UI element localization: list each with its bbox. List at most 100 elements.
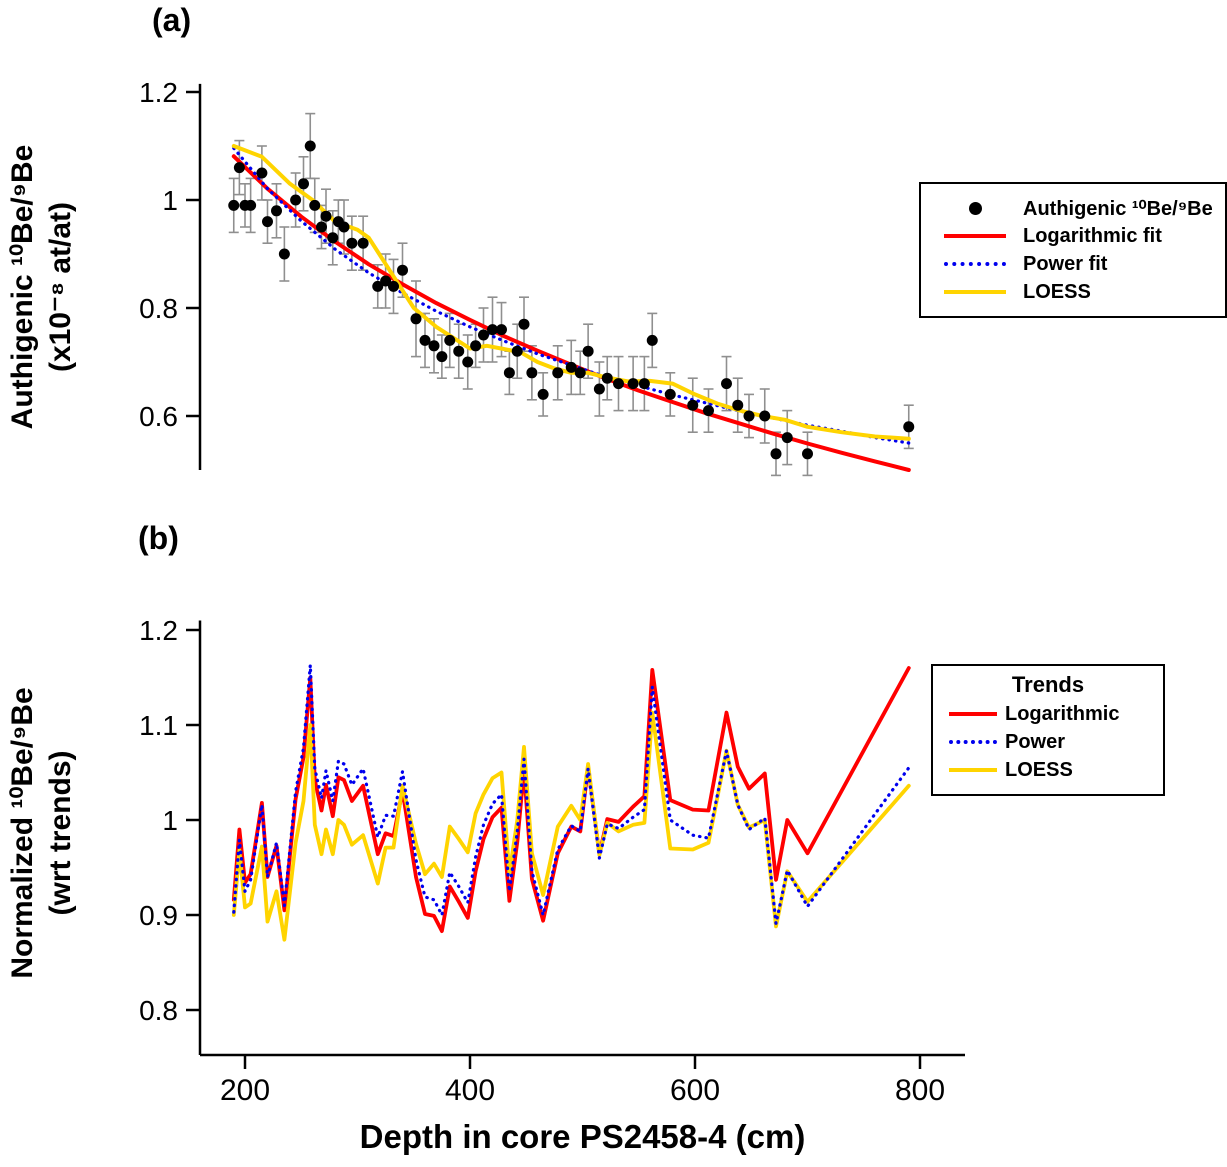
legend-label-power-fit: Power fit <box>1023 252 1108 275</box>
scatter-point <box>593 383 605 395</box>
scatter-point <box>582 345 594 357</box>
power-fit-line <box>232 146 911 445</box>
logarithmic-line-marker <box>927 234 1023 238</box>
legend-item-scatter: Authigenic ¹⁰Be/⁹Be <box>927 194 1219 222</box>
scatter-dot-marker <box>927 201 1023 215</box>
scatter-point <box>444 334 456 346</box>
scatter-point <box>574 367 586 379</box>
x-tick-label: 800 <box>895 1074 945 1107</box>
legend-label-logarithmic-trend: Logarithmic <box>1005 702 1120 725</box>
scatter-point <box>496 324 507 336</box>
scatter-point <box>262 216 273 228</box>
loess-fit-line <box>231 144 911 441</box>
panel-a-y-tick-label: 1.2 <box>139 77 178 108</box>
scatter-point <box>453 345 465 357</box>
scatter-point <box>428 340 440 352</box>
scatter-point <box>410 313 422 325</box>
scatter-point <box>304 140 316 152</box>
scatter-point <box>316 221 327 233</box>
x-axis-title: Depth in core PS2458-4 (cm) <box>359 1118 806 1155</box>
legend-item-loess: LOESS <box>927 278 1219 306</box>
legend-label-loess-trend: LOESS <box>1005 758 1073 781</box>
panel-a-y-axis-title: Authigenic ¹⁰Be/⁹Be (x10⁻⁸ at/at) <box>4 145 80 430</box>
scatter-point <box>228 199 240 211</box>
panel-b-y-tick-label: 1.1 <box>139 710 178 741</box>
yellow-line-icon <box>944 290 1006 294</box>
panel-a-y-tick-label: 0.6 <box>139 401 178 432</box>
scatter-point <box>233 162 245 174</box>
panel-b-y-axis-title: Normalized ¹⁰Be/⁹Be (wrt trends) <box>4 687 80 978</box>
scatter-point <box>537 388 549 400</box>
panel-b-y-tick-label: 1 <box>162 805 178 836</box>
scatter-point <box>687 399 699 411</box>
legend-label-logarithmic-fit: Logarithmic fit <box>1023 224 1162 247</box>
scatter-point <box>419 334 431 346</box>
power-trend-line <box>232 663 911 926</box>
panel-b-y-tick-label: 0.9 <box>139 900 178 931</box>
scatter-point <box>327 232 339 244</box>
scatter-point <box>552 367 564 379</box>
scatter-point <box>721 378 732 390</box>
scatter-point <box>781 432 793 444</box>
scatter-point <box>802 448 813 460</box>
scatter-point <box>503 367 515 379</box>
panel-a-y-axis-title-line2: (x10⁻⁸ at/at) <box>44 201 77 373</box>
scatter-point <box>470 340 482 352</box>
legend-label-scatter: Authigenic ¹⁰Be/⁹Be <box>1023 197 1213 220</box>
scatter-point <box>613 378 624 390</box>
red-line-icon <box>944 234 1006 238</box>
scatter-point <box>759 410 771 422</box>
scatter-point <box>298 178 309 190</box>
scatter-point <box>770 448 782 460</box>
panel-b-label: (b) <box>138 520 179 556</box>
panel-b-y-tick-label: 0.8 <box>139 995 178 1026</box>
scatter-point <box>338 221 350 233</box>
scatter-point <box>380 275 392 287</box>
scatter-point <box>397 264 408 276</box>
scatter-point <box>638 378 650 390</box>
scatter-point <box>346 237 358 249</box>
blue-dotted-line-icon <box>949 740 997 744</box>
panel-a-label: (a) <box>152 2 192 38</box>
scatter-point <box>256 167 268 179</box>
scatter-point <box>436 351 448 363</box>
scatter-point <box>309 199 321 211</box>
scatter-point <box>320 210 332 222</box>
x-tick-label: 200 <box>220 1074 270 1107</box>
scatter-point <box>511 345 523 357</box>
loess-line-marker <box>927 290 1023 294</box>
legend-item-power-fit: Power fit <box>927 250 1219 278</box>
red-line-icon <box>949 712 997 716</box>
panel-a-y-tick-label: 0.8 <box>139 293 178 324</box>
panel-b-y-axis-title-line1: Normalized ¹⁰Be/⁹Be <box>6 687 39 979</box>
blue-dotted-line-icon <box>944 262 1006 266</box>
panel-b-legend: Trends Logarithmic Power LOESS <box>931 664 1165 796</box>
scatter-point <box>627 378 639 390</box>
loess-line-marker <box>941 768 1005 772</box>
loess-trend-line <box>231 710 911 942</box>
scatter-point <box>357 237 369 249</box>
panel-a-y-axis-title-line1: Authigenic ¹⁰Be/⁹Be <box>6 144 39 430</box>
scatter-point <box>565 361 577 373</box>
scatter-point <box>903 421 915 433</box>
scatter-point <box>462 356 474 368</box>
scatter-point <box>388 280 399 292</box>
scatter-point <box>601 372 613 384</box>
logarithmic-fit-line <box>231 154 911 472</box>
scatter-point <box>743 410 755 422</box>
scatter-point <box>646 334 658 346</box>
scatter-point <box>278 248 290 260</box>
scatter-point <box>732 399 744 411</box>
panel-a-y-tick-label: 1 <box>162 185 178 216</box>
yellow-line-icon <box>949 768 997 772</box>
power-line-marker <box>941 740 1005 744</box>
legend-label-power-trend: Power <box>1005 730 1066 753</box>
panel-b-y-tick-label: 1.2 <box>139 615 178 646</box>
scatter-point <box>271 205 282 217</box>
scatter-point <box>372 280 384 292</box>
scatter-point <box>478 329 489 341</box>
scatter-point <box>703 405 714 417</box>
scatter-point <box>487 324 498 336</box>
